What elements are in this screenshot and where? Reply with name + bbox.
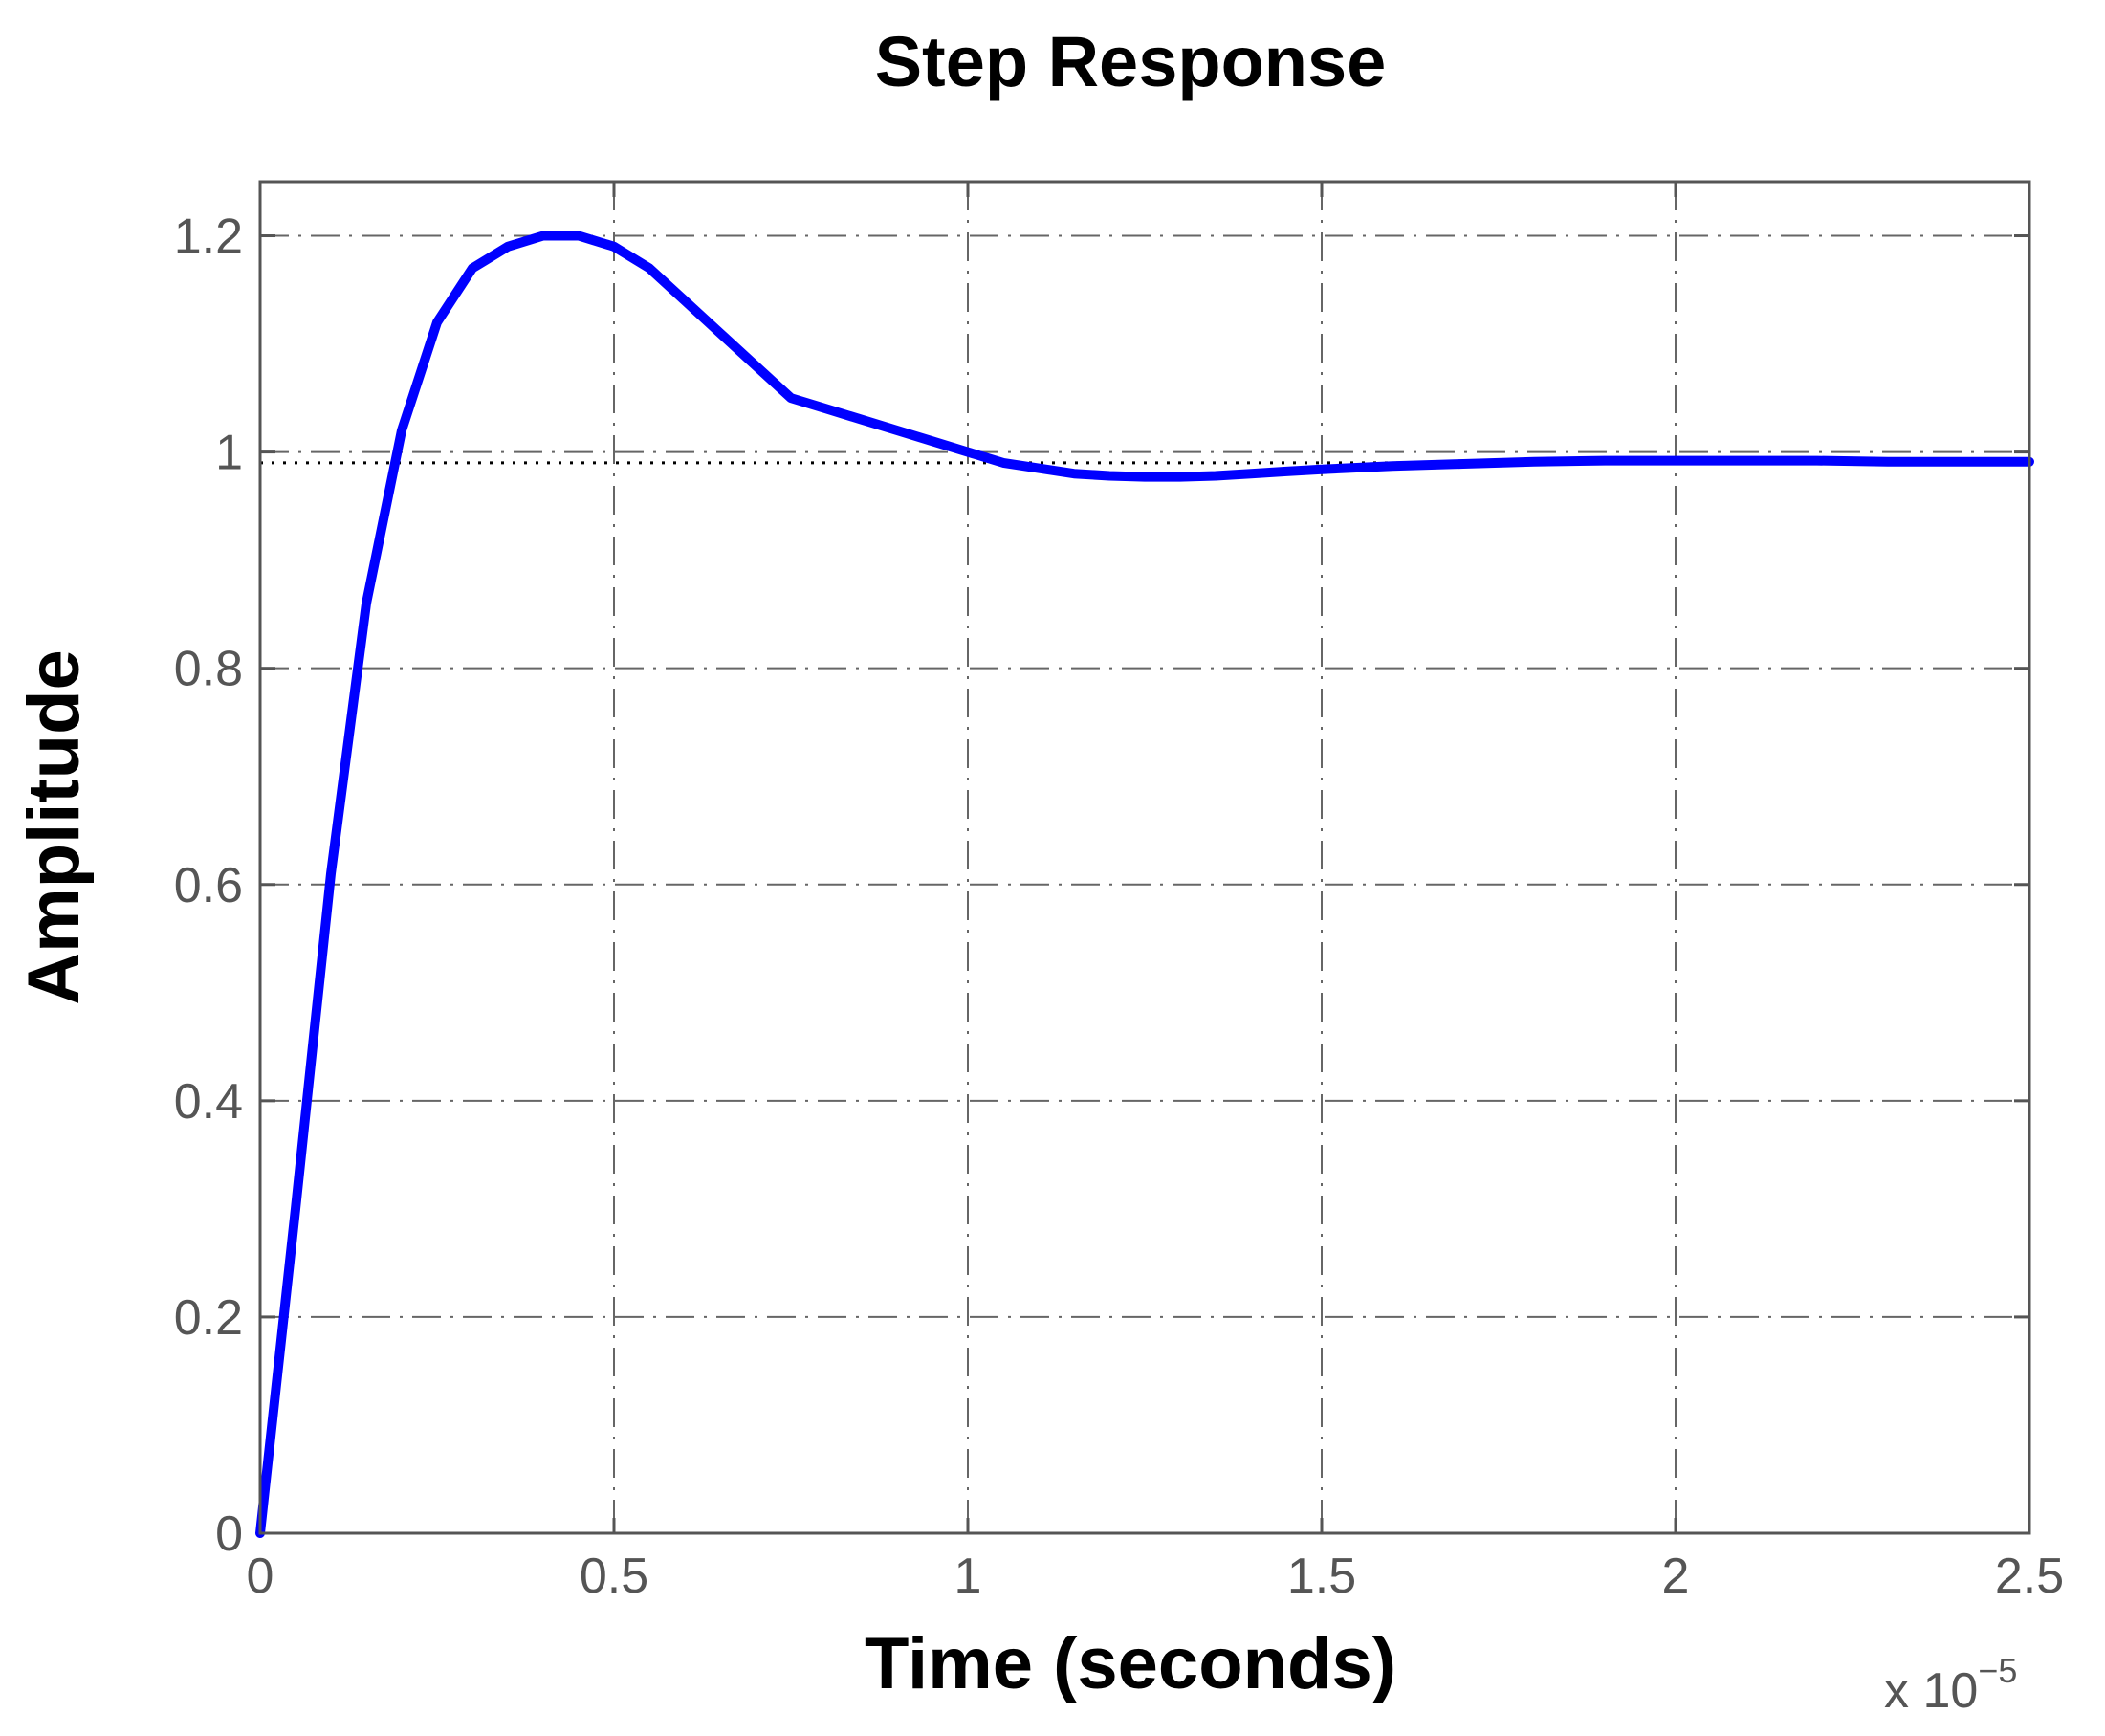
y-tick-label: 0.6 [174,858,243,913]
plot-area-frame [258,180,2031,1535]
x-tick-label: 1 [954,1549,982,1604]
y-axis-ticks: 0 0.2 0.4 0.6 0.8 1 1.2 [174,209,2029,1562]
y-tick-label: 0.2 [174,1290,243,1346]
x-axis-multiplier: x 10−5 [1884,1651,2017,1719]
x-tick-label: 2 [1662,1549,1690,1604]
y-tick-label: 0 [215,1506,243,1562]
x-axis-multiplier-exponent: −5 [1978,1651,2017,1690]
y-tick-label: 0.8 [174,642,243,697]
chart-title: Step Response [875,22,1387,101]
x-tick-label: 2.5 [1995,1549,2064,1604]
y-tick-label: 1 [215,426,243,481]
x-axis-label: Time (seconds) [865,1623,1396,1704]
y-tick-label: 0.4 [174,1074,243,1130]
series-line [255,231,2034,1538]
y-tick-label: 1.2 [174,209,243,265]
x-tick-label: 1.5 [1287,1549,1356,1604]
x-tick-label: 0.5 [580,1549,648,1604]
x-tick-label: 0 [247,1549,274,1604]
x-axis-multiplier-base: x 10 [1884,1663,1978,1719]
x-axis-ticks: 0 0.5 1 1.5 2 2.5 [247,182,2064,1604]
grid-lines [260,182,2029,1533]
y-axis-label: Amplitude [13,649,95,1005]
